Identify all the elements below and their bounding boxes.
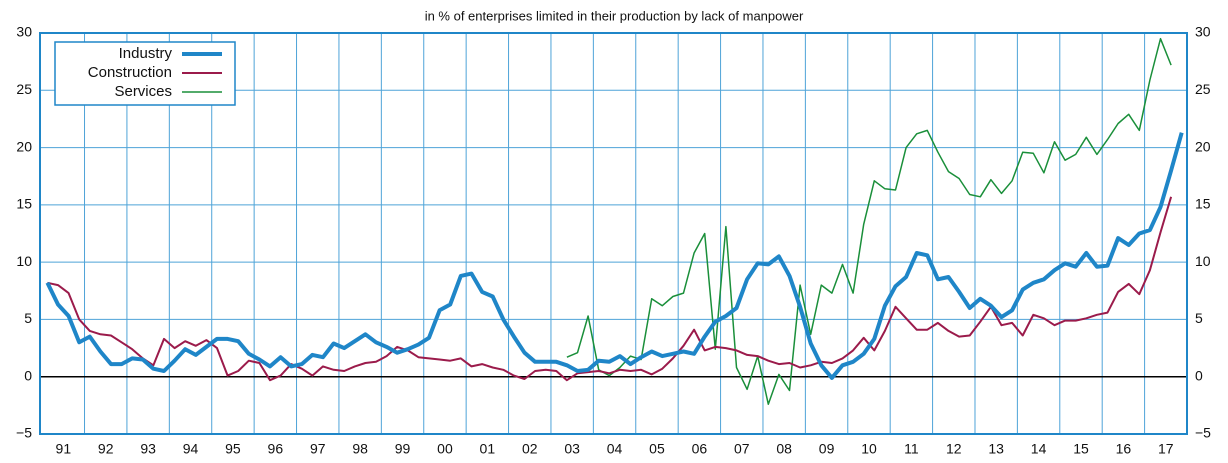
y2-tick-label: 10 xyxy=(1195,253,1211,269)
x-tick-label: 96 xyxy=(268,441,284,457)
y-tick-label: 30 xyxy=(16,24,32,40)
series-line xyxy=(566,37,1172,405)
x-tick-label: 00 xyxy=(437,441,453,457)
x-tick-label: 92 xyxy=(98,441,114,457)
x-tick-label: 05 xyxy=(649,441,665,457)
y-tick-label: −5 xyxy=(16,425,32,441)
x-tick-label: 93 xyxy=(140,441,156,457)
legend-label: Industry xyxy=(119,45,173,62)
legend-label: Construction xyxy=(88,64,172,81)
x-tick-label: 16 xyxy=(1116,441,1132,457)
y2-tick-label: −5 xyxy=(1195,425,1211,441)
y-tick-label: 15 xyxy=(16,196,32,212)
y-tick-label: 25 xyxy=(16,81,32,97)
x-tick-label: 17 xyxy=(1158,441,1174,457)
y2-tick-label: 25 xyxy=(1195,81,1211,97)
x-tick-label: 01 xyxy=(480,441,496,457)
x-tick-label: 04 xyxy=(607,441,623,457)
y-tick-label: 20 xyxy=(16,138,32,154)
series-line xyxy=(45,132,1184,380)
x-tick-label: 99 xyxy=(395,441,411,457)
x-tick-label: 97 xyxy=(310,441,326,457)
y2-tick-label: 30 xyxy=(1195,24,1211,40)
y2-tick-label: 20 xyxy=(1195,138,1211,154)
x-tick-label: 94 xyxy=(183,441,199,457)
x-tick-label: 91 xyxy=(56,441,72,457)
x-tick-label: 98 xyxy=(352,441,368,457)
x-tick-label: 08 xyxy=(776,441,792,457)
y2-tick-label: 0 xyxy=(1195,367,1203,383)
x-tick-label: 03 xyxy=(564,441,580,457)
chart-subtitle: in % of enterprises limited in their pro… xyxy=(425,8,804,23)
x-tick-label: 12 xyxy=(946,441,962,457)
y-tick-label: 10 xyxy=(16,253,32,269)
x-tick-label: 02 xyxy=(522,441,538,457)
x-tick-label: 13 xyxy=(988,441,1004,457)
y-tick-label: 0 xyxy=(24,367,32,383)
x-tick-label: 15 xyxy=(1073,441,1089,457)
x-tick-label: 09 xyxy=(819,441,835,457)
legend-label: Services xyxy=(114,83,172,100)
y-tick-label: 5 xyxy=(24,310,32,326)
y2-tick-label: 5 xyxy=(1195,310,1203,326)
x-tick-label: 14 xyxy=(1031,441,1047,457)
x-tick-label: 06 xyxy=(692,441,708,457)
y2-tick-label: 15 xyxy=(1195,196,1211,212)
series-line xyxy=(47,196,1173,382)
x-tick-label: 10 xyxy=(861,441,877,457)
x-tick-label: 95 xyxy=(225,441,241,457)
x-tick-label: 11 xyxy=(904,441,919,457)
x-tick-label: 07 xyxy=(734,441,750,457)
plot-frame xyxy=(39,32,1188,435)
